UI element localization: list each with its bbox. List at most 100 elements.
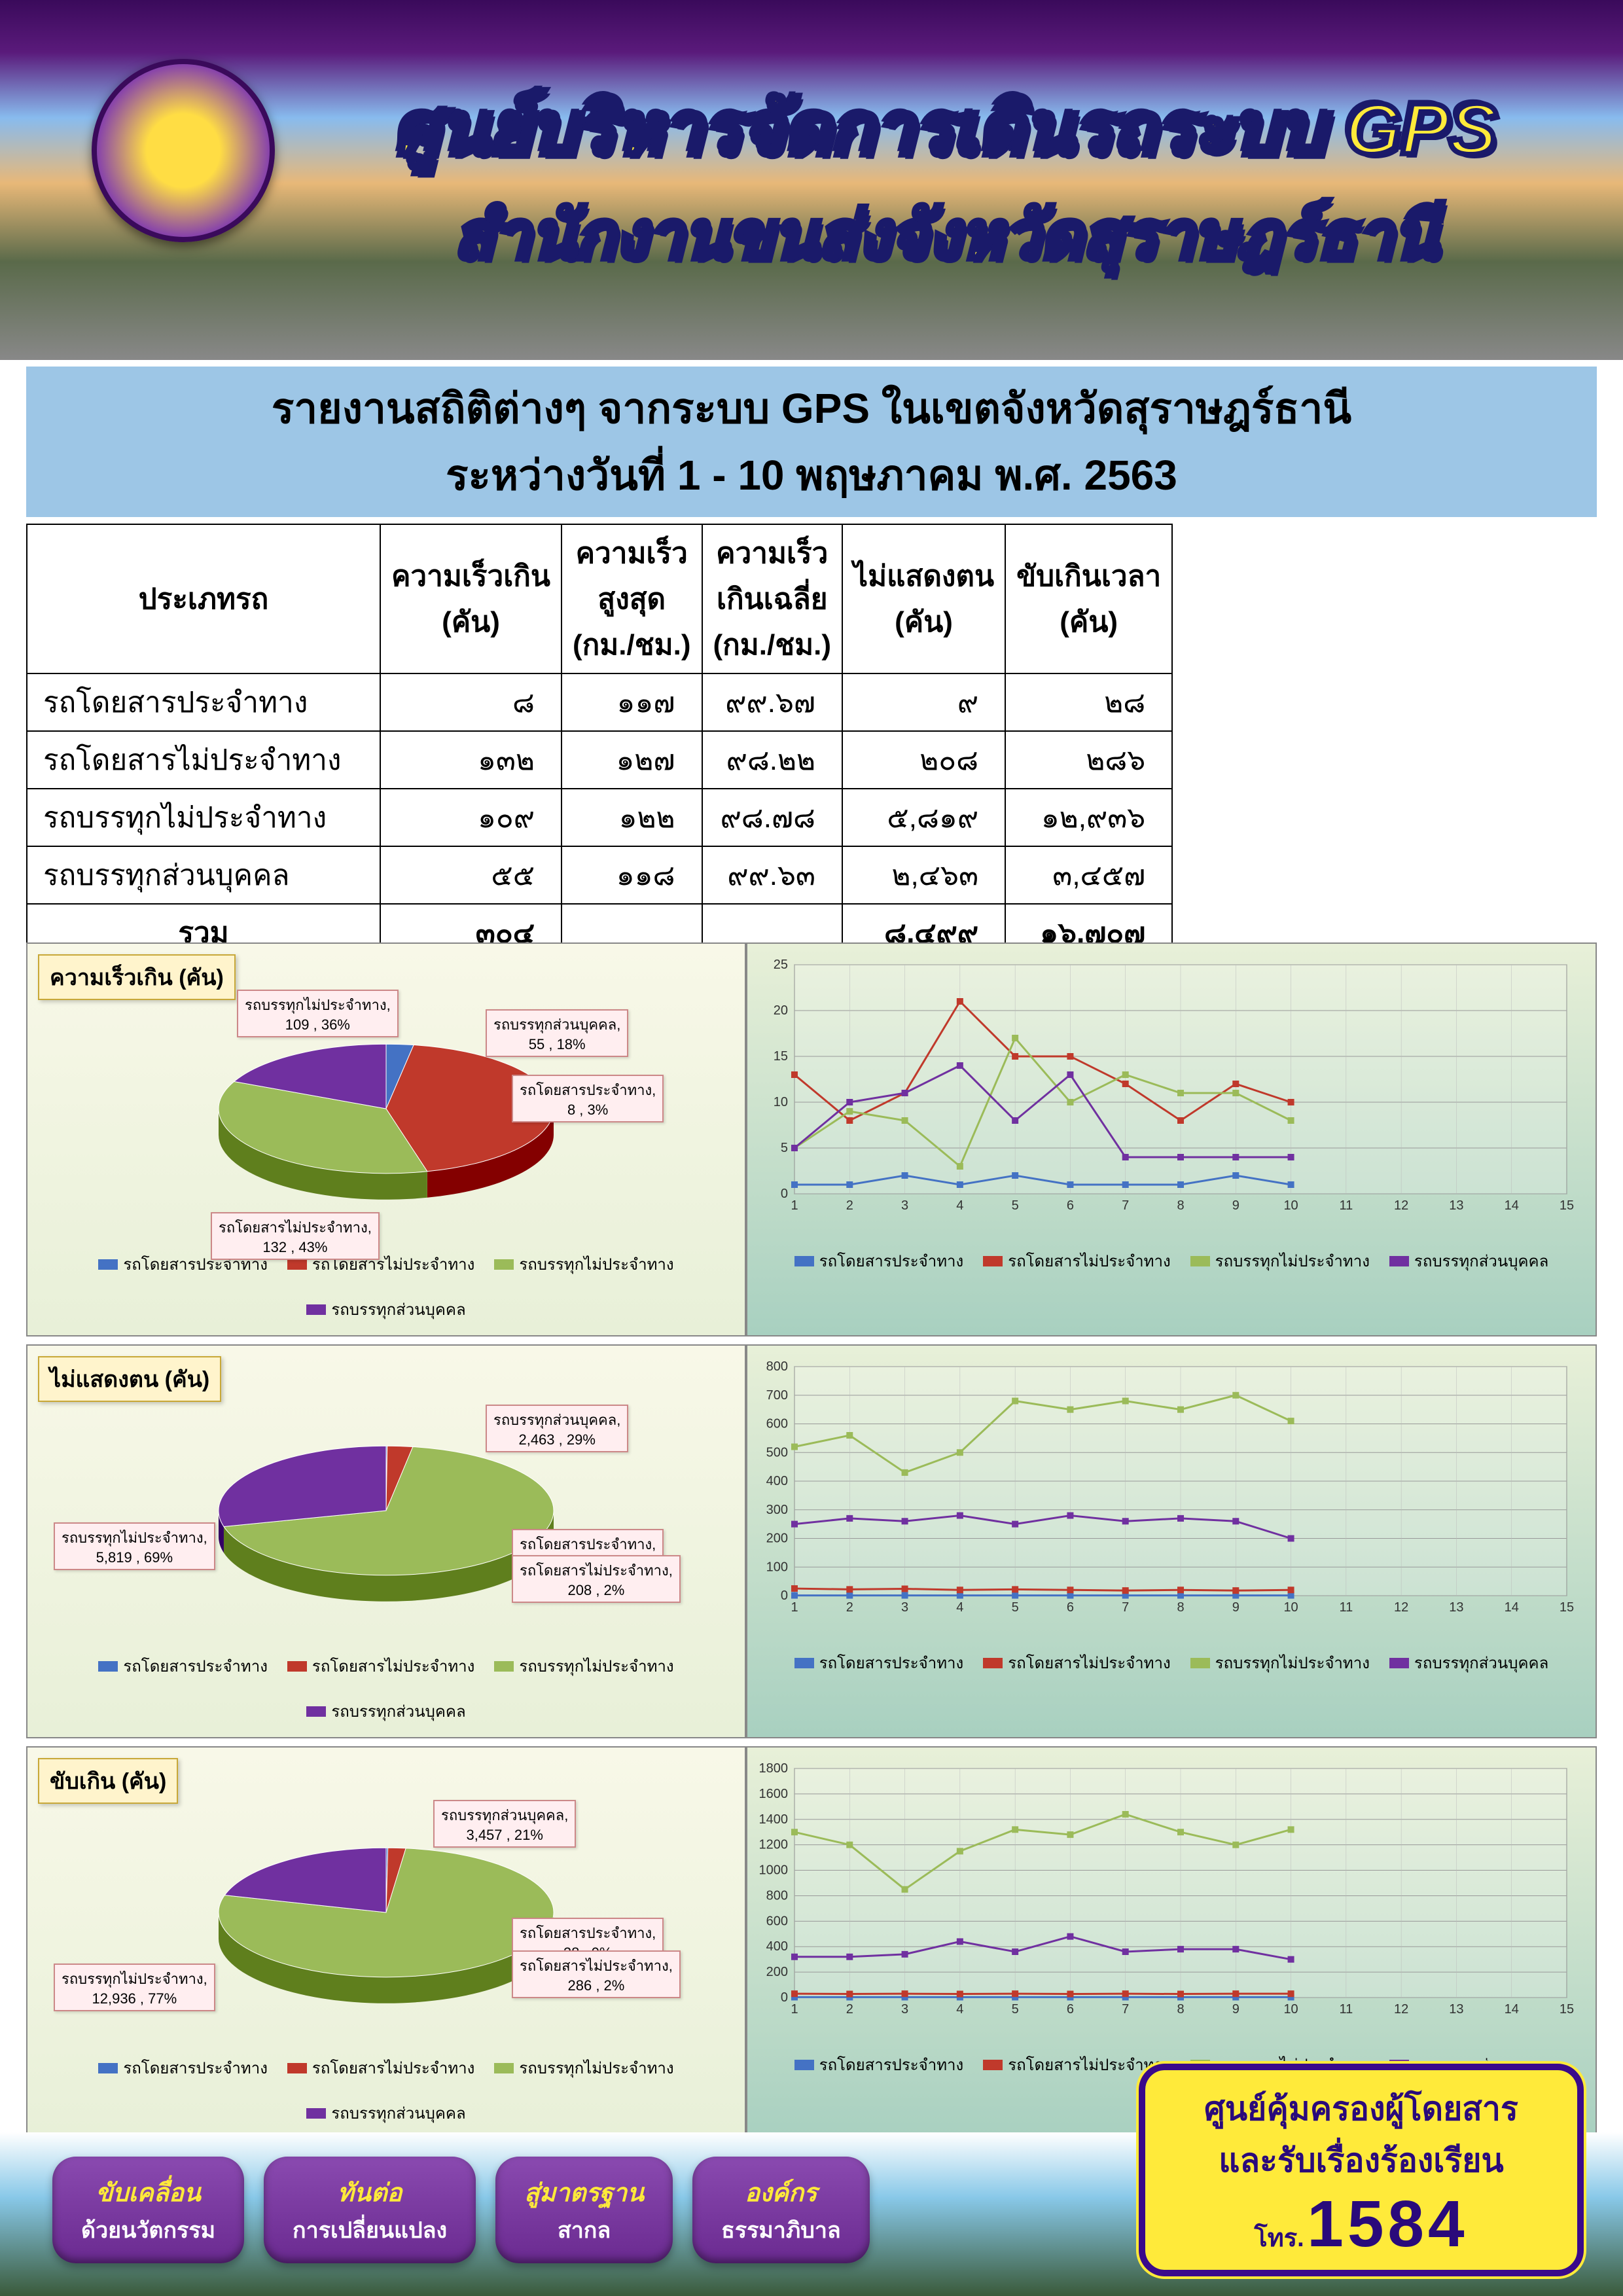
legend-item: รถโดยสารประจำทาง	[794, 1248, 964, 1274]
cell: ๑๒๒	[562, 789, 702, 846]
pill-title: ทันต่อ	[293, 2172, 447, 2212]
legend-item: รถโดยสารประจำทาง	[794, 2052, 964, 2077]
svg-text:7: 7	[1122, 1198, 1129, 1213]
svg-text:3: 3	[901, 2002, 908, 2017]
table-header: ขับเกินเวลา(คัน)	[1005, 524, 1172, 673]
chart-row: ไม่แสดงตน (คัน) รถโดยสารประจำทางรถโดยสารไ…	[26, 1344, 1597, 1738]
svg-text:3: 3	[901, 1198, 908, 1213]
cell: ๑๑๗	[562, 673, 702, 731]
svg-text:1600: 1600	[759, 1787, 789, 1801]
svg-text:9: 9	[1232, 2002, 1240, 2017]
page: ศูนย์บริหารจัดการเดินรถระบบ GPS สำนักงาน…	[0, 0, 1623, 2296]
cell: ๕,๘๑๙	[842, 789, 1005, 846]
table-header: ความเร็วเกินเฉลี่ย(กม./ชม.)	[702, 524, 843, 673]
svg-text:12: 12	[1394, 2002, 1408, 2017]
cell: ๒๘	[1005, 673, 1172, 731]
legend: รถโดยสารประจำทางรถโดยสารไม่ประจำทางรถบรร…	[35, 1246, 737, 1327]
pie-callout: รถโดยสารไม่ประจำทาง,208 , 2%	[512, 1555, 681, 1603]
hotline-line2: และรับเรื่องร้องเรียน	[1158, 2135, 1564, 2187]
svg-text:8: 8	[1177, 2002, 1184, 2017]
legend: รถโดยสารประจำทางรถโดยสารไม่ประจำทางรถบรร…	[35, 2050, 737, 2131]
svg-text:13: 13	[1449, 1198, 1463, 1213]
stats-table: ประเภทรถความเร็วเกิน(คัน)ความเร็วสูงสุด(…	[26, 524, 1173, 962]
pill-sub: ด้วยนวัตกรรม	[81, 2212, 215, 2248]
pie-callout: รถโดยสารไม่ประจำทาง,286 , 2%	[512, 1950, 681, 1998]
svg-text:1200: 1200	[759, 1838, 789, 1852]
cell: ๑๐๙	[380, 789, 562, 846]
svg-text:15: 15	[774, 1049, 788, 1064]
cell: ๙	[842, 673, 1005, 731]
svg-text:400: 400	[766, 1939, 788, 1954]
chart-title: ขับเกิน (คัน)	[38, 1758, 178, 1804]
report-band: รายงานสถิติต่างๆ จากระบบ GPS ในเขตจังหวั…	[26, 367, 1597, 517]
chart-title: ไม่แสดงตน (คัน)	[38, 1356, 221, 1402]
pie-callout: รถโดยสารไม่ประจำทาง,132 , 43%	[211, 1212, 380, 1260]
legend-item: รถโดยสารไม่ประจำทาง	[287, 1653, 474, 1679]
legend-item: รถโดยสารไม่ประจำทาง	[287, 2055, 474, 2081]
legend-item: รถโดยสารไม่ประจำทาง	[983, 2052, 1170, 2077]
pill-sub: การเปลี่ยนแปลง	[293, 2212, 447, 2248]
pie-callout: รถบรรทุกส่วนบุคคล,3,457 , 21%	[433, 1800, 576, 1848]
svg-text:15: 15	[1560, 1600, 1574, 1615]
table-header: ความเร็วเกิน(คัน)	[380, 524, 562, 673]
chart-row: ความเร็วเกิน (คัน)รถโดยสารประจำทางรถโดยส…	[26, 942, 1597, 1336]
cell: ๑๒,๙๓๖	[1005, 789, 1172, 846]
svg-text:5: 5	[1012, 2002, 1019, 2017]
svg-text:8: 8	[1177, 1198, 1184, 1213]
svg-text:10: 10	[1283, 1600, 1298, 1615]
svg-text:1: 1	[791, 1600, 798, 1615]
svg-text:7: 7	[1122, 2002, 1129, 2017]
pill-title: สู่มาตรฐาน	[524, 2172, 644, 2212]
legend-item: รถบรรทุกไม่ประจำทาง	[1190, 1650, 1370, 1676]
row-label: รถบรรทุกไม่ประจำทาง	[27, 789, 380, 846]
footer-pill: สู่มาตรฐานสากล	[495, 2157, 673, 2263]
svg-text:0: 0	[781, 1187, 788, 1201]
charts-grid: ความเร็วเกิน (คัน)รถโดยสารประจำทางรถโดยส…	[26, 942, 1597, 2148]
legend-item: รถโดยสารไม่ประจำทาง	[983, 1248, 1170, 1274]
svg-text:9: 9	[1232, 1198, 1240, 1213]
svg-text:1800: 1800	[759, 1761, 789, 1776]
svg-text:400: 400	[766, 1474, 788, 1488]
sub-title: สำนักงานขนส่งจังหวัดสุราษฎร์ธานี	[308, 183, 1584, 287]
svg-text:5: 5	[1012, 1600, 1019, 1615]
svg-text:2: 2	[846, 1600, 853, 1615]
svg-text:800: 800	[766, 1359, 788, 1374]
pie-callout: รถบรรทุกส่วนบุคคล,55 , 18%	[486, 1009, 628, 1057]
svg-text:25: 25	[774, 958, 788, 972]
report-line1: รายงานสถิติต่างๆ จากระบบ GPS ในเขตจังหวั…	[272, 375, 1351, 442]
legend-item: รถบรรทุกส่วนบุคคล	[1389, 1650, 1548, 1676]
table-header: ไม่แสดงตน(คัน)	[842, 524, 1005, 673]
legend: รถโดยสารประจำทาง รถโดยสารไม่ประจำทาง รถบรร…	[755, 1243, 1588, 1279]
pie-callout: รถบรรทุกส่วนบุคคล,2,463 , 29%	[486, 1405, 628, 1452]
row-label: รถบรรทุกส่วนบุคคล	[27, 846, 380, 904]
legend: รถโดยสารประจำทางรถโดยสารไม่ประจำทางรถบรร…	[35, 1648, 737, 1729]
svg-text:200: 200	[766, 1965, 788, 1979]
cell: ๓,๔๕๗	[1005, 846, 1172, 904]
svg-text:1: 1	[791, 2002, 798, 2017]
row-label: รถโดยสารประจำทาง	[27, 673, 380, 731]
pie-callout: รถบรรทุกไม่ประจำทาง,12,936 , 77%	[54, 1964, 215, 2011]
footer-pill: ทันต่อการเปลี่ยนแปลง	[264, 2157, 476, 2263]
svg-text:9: 9	[1232, 1600, 1240, 1615]
cell: ๙๙.๖๗	[702, 673, 843, 731]
table-header: ความเร็วสูงสุด(กม./ชม.)	[562, 524, 702, 673]
svg-text:2: 2	[846, 1198, 853, 1213]
svg-text:200: 200	[766, 1532, 788, 1546]
svg-text:13: 13	[1449, 2002, 1463, 2017]
svg-text:8: 8	[1177, 1600, 1184, 1615]
legend-item: รถบรรทุกส่วนบุคคล	[1389, 1248, 1548, 1274]
line-chart: 0510152025123456789101112131415	[755, 952, 1580, 1240]
line-panel: 0100200300400500600700800123456789101112…	[746, 1344, 1597, 1738]
svg-text:14: 14	[1505, 1198, 1519, 1213]
cell: ๒๘๖	[1005, 731, 1172, 789]
svg-text:0: 0	[781, 1990, 788, 2005]
table-row: รถโดยสารประจำทาง๘๑๑๗๙๙.๖๗๙๒๘	[27, 673, 1172, 731]
svg-text:10: 10	[1283, 2002, 1298, 2017]
pie-callout: รถบรรทุกไม่ประจำทาง,5,819 , 69%	[54, 1522, 215, 1570]
svg-text:15: 15	[1560, 2002, 1574, 2017]
svg-text:7: 7	[1122, 1600, 1129, 1615]
pill-title: องค์กร	[721, 2172, 841, 2212]
svg-text:11: 11	[1339, 1600, 1353, 1615]
legend-item: รถบรรทุกไม่ประจำทาง	[494, 1653, 673, 1679]
cell: ๑๒๗	[562, 731, 702, 789]
